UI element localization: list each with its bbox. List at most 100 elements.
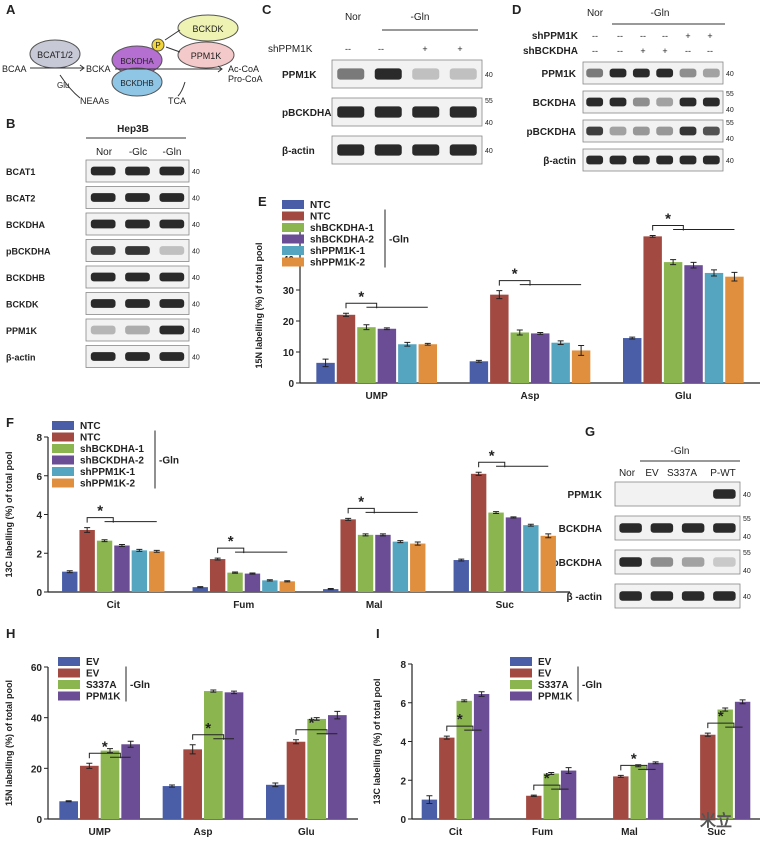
- bar: [377, 328, 397, 383]
- bar: [392, 541, 409, 592]
- mw-marker: 40: [743, 594, 751, 601]
- error-bar: [537, 331, 544, 335]
- y-tick-label: 60: [31, 663, 43, 674]
- mw-marker: 40: [743, 534, 751, 541]
- condition-label: EV: [645, 468, 659, 479]
- blot-row: pBCKDHA 55 40: [553, 549, 751, 575]
- legend-swatch: [52, 432, 74, 442]
- condition-label: Nor: [96, 147, 113, 158]
- bckdhb-label: BCKDHB: [120, 79, 153, 88]
- error-bar: [739, 699, 746, 705]
- significance-bracket: [533, 784, 569, 791]
- bar: [469, 361, 489, 383]
- blot-band: [702, 126, 720, 136]
- y-tick-label: 8: [400, 660, 406, 671]
- category-label: Asp: [521, 391, 540, 402]
- panel-e-bar-chart: E0102030405015N labelling (%) of total p…: [254, 194, 760, 402]
- sh-value: +: [457, 44, 462, 54]
- legend-label: NTC: [310, 212, 331, 223]
- panel-h-bar-chart: H 0 20 40 60 15N labelling (%) of total pool U…: [4, 626, 358, 838]
- error-bar: [510, 516, 517, 519]
- bar: [80, 765, 99, 819]
- blot-band: [125, 299, 150, 308]
- category-label: Glu: [298, 827, 315, 838]
- blot-row-label: β-actin: [543, 156, 576, 167]
- blot-row-label: PPM1K: [568, 490, 603, 501]
- bar: [398, 344, 417, 383]
- legend-swatch: [52, 467, 74, 476]
- bar: [183, 749, 202, 819]
- legend-group-label: -Gln: [389, 235, 409, 246]
- blot-band: [632, 68, 650, 78]
- blot-band: [656, 68, 674, 78]
- bar: [357, 327, 376, 383]
- error-bar: [107, 748, 113, 754]
- blot-row: β -actin 40: [566, 583, 751, 609]
- significance-bracket: [652, 224, 735, 231]
- to-tca-arrow: [177, 81, 186, 97]
- blot-band: [679, 155, 697, 165]
- bar: [700, 734, 716, 819]
- mw-marker: 40: [726, 158, 734, 165]
- sh-value: --: [707, 46, 713, 56]
- gln-label: -Gln: [651, 8, 670, 19]
- legend-swatch: [282, 223, 304, 232]
- error-bar: [231, 690, 237, 695]
- error-bar: [266, 579, 273, 582]
- blot-band: [609, 68, 627, 78]
- mw-marker: 40: [192, 169, 200, 176]
- blot-row-label: β-actin: [6, 353, 36, 363]
- y-axis-label: 13C labelling (%) of total pool: [372, 679, 382, 805]
- blot-band: [713, 489, 736, 499]
- bar: [725, 276, 744, 383]
- error-bar: [214, 557, 221, 561]
- blot-band: [412, 144, 440, 156]
- y-tick-label: 20: [283, 317, 295, 328]
- blot-band: [586, 126, 604, 136]
- bar: [266, 784, 285, 819]
- blot-row-label: PPM1K: [282, 70, 317, 81]
- bar: [684, 265, 703, 383]
- bar: [663, 262, 683, 383]
- mw-marker: 40: [192, 249, 200, 256]
- blot-band: [449, 106, 477, 118]
- blot-band: [337, 68, 365, 80]
- watermark: 米立: [700, 811, 732, 830]
- mw-marker: 55: [726, 120, 734, 127]
- panel-d-western-blot: D Nor -Gln shPPM1K shBCKDHA -- -- -- -- + + -- -- + + -…: [512, 2, 734, 172]
- sh-bckdha-label: shBCKDHA: [523, 46, 578, 57]
- legend-label: shBCKDHA-2: [310, 235, 374, 246]
- blot-band: [679, 68, 697, 78]
- y-axis-label: 15N labelling (%) of total pool: [254, 243, 264, 369]
- blot-band: [337, 144, 365, 156]
- bckdhb-node: [111, 67, 163, 97]
- significance-bracket: [88, 752, 131, 759]
- legend-label: shPPM1K-1: [80, 467, 135, 478]
- legend-label: shPPM1K-1: [310, 246, 365, 257]
- legend-group-label: -Gln: [159, 456, 179, 467]
- sh-value: --: [592, 31, 598, 41]
- bckdk-inhibit: [164, 29, 181, 41]
- blot-band: [619, 557, 642, 567]
- bar: [571, 350, 591, 383]
- bar: [357, 534, 374, 592]
- y-tick-label: 2: [400, 776, 406, 787]
- blot-band: [681, 591, 705, 601]
- category-label: Fum: [233, 600, 254, 611]
- blot-row-label: BCKDHA: [559, 524, 602, 535]
- blot-band: [586, 155, 604, 165]
- error-bar: [516, 329, 523, 336]
- bar: [286, 741, 306, 819]
- legend-swatch: [510, 691, 532, 701]
- sh-value: --: [617, 46, 623, 56]
- bar: [643, 236, 662, 383]
- error-bar: [127, 740, 134, 748]
- mw-marker: 55: [743, 550, 751, 557]
- neaas-label: NEAAs: [80, 96, 110, 106]
- blot-row: BCKDHA 55 40: [559, 515, 751, 541]
- bar: [131, 550, 148, 592]
- bar: [209, 559, 226, 592]
- panel-letter: I: [376, 626, 380, 641]
